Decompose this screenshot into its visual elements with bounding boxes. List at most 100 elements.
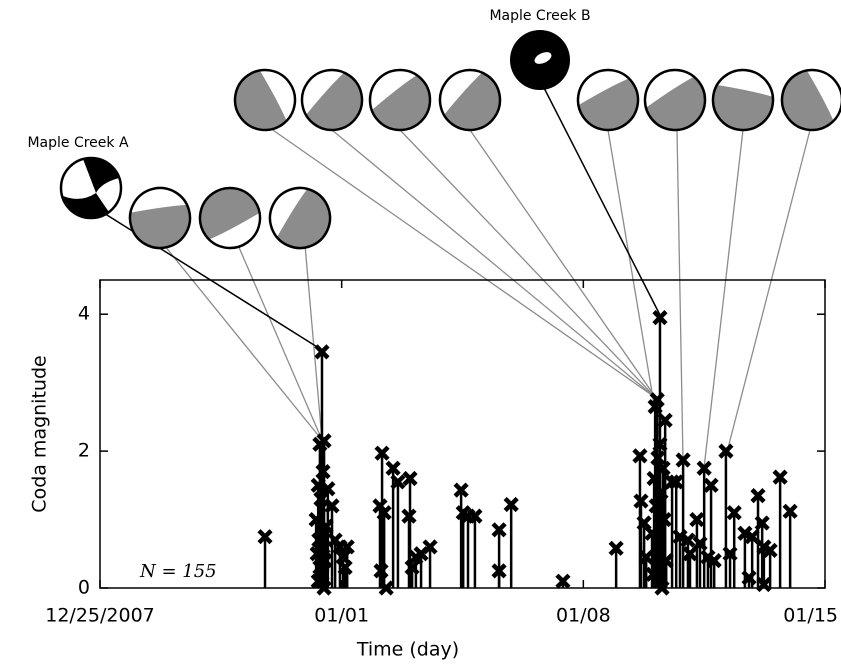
beachball (260, 178, 340, 258)
connector (237, 244, 323, 441)
marker (653, 484, 669, 500)
annotation: N = 155 (139, 561, 217, 582)
marker (402, 470, 418, 487)
beachball (433, 63, 507, 137)
beachball (228, 63, 302, 137)
marker (682, 546, 698, 562)
marker (675, 452, 691, 468)
beachball (193, 181, 267, 255)
x-tick-label: 01/08 (556, 605, 611, 627)
marker (339, 539, 355, 555)
x-tick-label: 01/15 (783, 605, 838, 627)
beachball (59, 156, 123, 220)
beachball (295, 63, 369, 137)
marker (645, 566, 661, 582)
marker (378, 580, 394, 596)
y-tick-label: 0 (78, 577, 90, 599)
marker (706, 553, 722, 569)
marker (374, 445, 390, 461)
marker (315, 464, 331, 480)
marker (608, 540, 624, 556)
marker (668, 474, 684, 490)
marker (491, 522, 507, 538)
connector (159, 239, 323, 441)
marker (373, 563, 389, 579)
connector (331, 129, 657, 399)
connector (726, 129, 811, 453)
marker (703, 477, 719, 493)
marker (257, 529, 273, 545)
marker (337, 559, 353, 576)
marker (491, 563, 507, 579)
y-axis-title: Coda magnitude (29, 355, 51, 512)
marker (680, 532, 696, 548)
marker (320, 481, 336, 497)
marker (656, 511, 672, 528)
connector (469, 129, 657, 399)
beachball (775, 63, 841, 137)
marker (310, 477, 326, 493)
beachball (368, 68, 432, 132)
marker (644, 525, 660, 541)
marker (754, 515, 770, 531)
beachball (641, 66, 709, 134)
marker (422, 539, 438, 555)
marker (401, 508, 417, 524)
beachball (571, 63, 645, 137)
marker (555, 573, 571, 589)
marker (318, 518, 334, 534)
annotation: Maple Creek A (27, 135, 129, 151)
marker (654, 580, 670, 596)
connector (676, 129, 684, 461)
marker (650, 450, 666, 466)
marker (453, 482, 469, 498)
connector (304, 244, 323, 441)
marker (652, 310, 668, 326)
marker (657, 412, 673, 428)
marker (772, 469, 788, 485)
marker (646, 470, 662, 487)
connector (607, 129, 661, 441)
beachball (117, 175, 203, 261)
connector (703, 129, 744, 469)
marker (647, 399, 663, 415)
marker (313, 491, 329, 507)
marker (316, 433, 332, 449)
marker (314, 344, 330, 360)
marker (722, 546, 738, 562)
annotation: Maple Creek B (489, 8, 590, 24)
marker (756, 576, 772, 593)
marker (718, 443, 734, 459)
y-tick-label: 2 (78, 440, 90, 462)
marker (658, 553, 674, 569)
marker (503, 496, 519, 513)
marker (633, 493, 649, 509)
marker (632, 448, 648, 464)
marker (750, 488, 766, 504)
x-tick-label: 01/01 (314, 605, 369, 627)
connectors (90, 79, 811, 469)
connector (399, 129, 657, 399)
marker (467, 508, 483, 524)
marker (672, 529, 688, 545)
connector (269, 127, 657, 399)
marker (726, 505, 742, 521)
marker (376, 505, 392, 521)
connector (90, 204, 323, 351)
marker (744, 529, 760, 545)
beachballs (59, 30, 841, 261)
marker (652, 436, 668, 452)
marker (651, 539, 667, 555)
connector (539, 79, 661, 316)
beachball (699, 56, 787, 144)
marker (385, 460, 401, 476)
marker (696, 460, 712, 476)
marker (648, 498, 664, 514)
marker (782, 503, 798, 519)
marker (390, 474, 406, 490)
marker (689, 511, 705, 528)
marker (638, 549, 654, 565)
beachball (510, 30, 570, 90)
marker (762, 542, 778, 558)
